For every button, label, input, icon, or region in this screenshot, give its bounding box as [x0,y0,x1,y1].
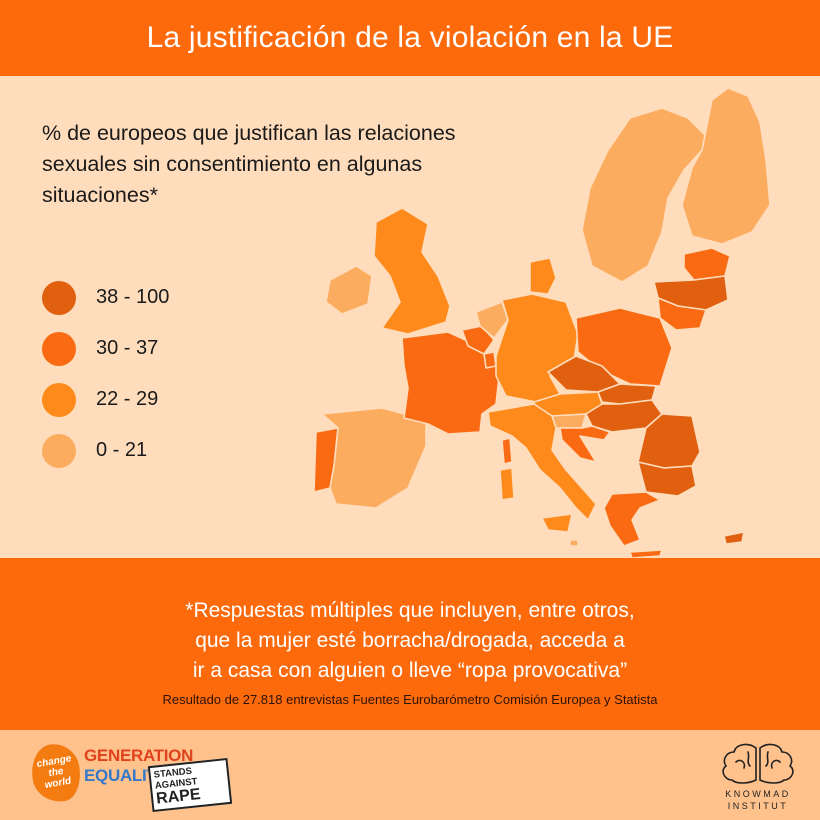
country-bulgaria [637,461,697,497]
country-sweden [581,107,706,283]
legend: 38 - 100 30 - 37 22 - 29 0 - 21 [42,272,169,476]
country-denmark [529,257,557,295]
footer-note-panel: *Respuestas múltiples que incluyen, entr… [0,558,820,730]
legend-swatch-icon [42,331,76,366]
country-crete [629,549,663,558]
country-croatia [559,425,611,463]
logo-bar: change the world GENERATION EQUALITY STA… [0,730,820,820]
country-united-kingdom [373,207,451,335]
knowmad-wordmark: KNOWMAD INSTITUT [708,788,808,812]
legend-label: 22 - 29 [96,388,159,410]
country-finland [681,87,771,245]
legend-swatch-icon [42,382,76,417]
source-text: Resultado de 27.818 entrevistas Fuentes … [162,692,658,707]
country-malta [569,539,579,547]
country-ireland [325,265,373,315]
stands-against-rape-stamp: STANDS AGAINST RAPE [147,757,233,813]
generation-equality-logo: change the world GENERATION EQUALITY STA… [28,740,238,813]
country-sicily [541,513,573,533]
header-bar: La justificación de la violación en la U… [0,0,820,76]
knowmad-logo: KNOWMAD INSTITUT [708,740,808,814]
country-corsica [501,437,513,465]
country-estonia [683,247,731,281]
footnote-line: *Respuestas múltiples que incluyen, entr… [185,599,635,622]
country-netherlands [475,301,509,339]
generation-text: GENERATION [84,746,194,765]
knowmad-line: KNOWMAD [725,789,791,799]
legend-swatch-icon [42,433,76,468]
country-slovenia [551,413,587,429]
equality-text: EQUALITY [84,766,168,785]
legend-label: 30 - 37 [96,337,159,359]
knowmad-line: INSTITUT [727,801,789,811]
legend-item: 30 - 37 [42,323,169,374]
map-panel: % de europeos que justifican las relacio… [0,76,820,558]
splash-text: change the world [35,753,73,792]
country-italy [487,403,597,521]
footnote-line: ir a casa con alguien o lleve “ropa prov… [192,659,628,682]
country-cyprus [723,531,745,545]
legend-item: 22 - 29 [42,374,169,425]
footnote-line: que la mujer esté borracha/drogada, acce… [195,629,625,652]
legend-label: 38 - 100 [96,286,170,308]
country-greece [603,491,661,547]
legend-swatch-icon [42,280,76,315]
country-sardinia [499,467,515,501]
country-belgium [461,325,495,355]
brain-icon [722,743,794,784]
page-title: La justificación de la violación en la U… [146,21,674,54]
country-luxembourg [483,351,497,369]
country-spain [321,407,427,509]
map-subtitle: % de europeos que justifican las relacio… [42,121,456,207]
footnote: *Respuestas múltiples que incluyen, entr… [0,558,820,686]
legend-item: 38 - 100 [42,272,169,323]
europe-map [313,87,771,558]
legend-item: 0 - 21 [42,425,169,476]
legend-label: 0 - 21 [96,439,148,461]
